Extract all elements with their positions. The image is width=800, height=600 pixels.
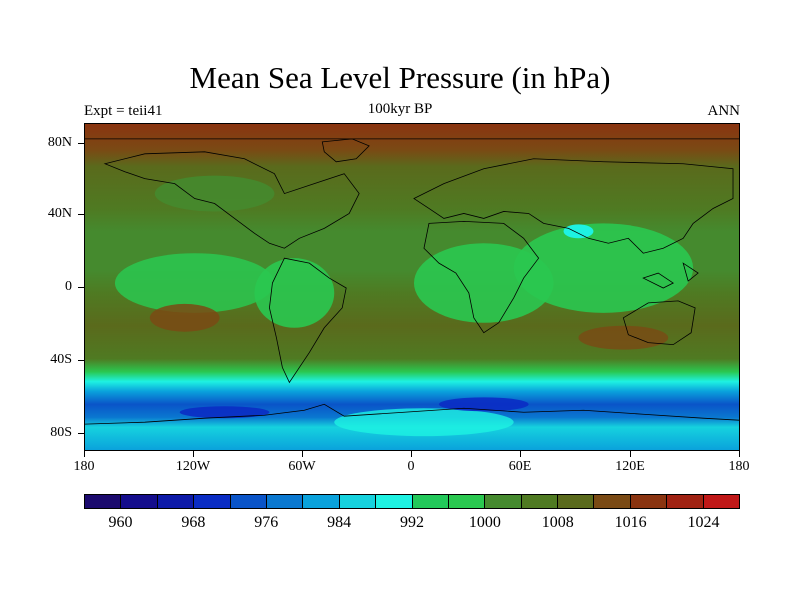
colorbar-label-976: 976 xyxy=(254,514,279,531)
lon-label-180e: 180 xyxy=(728,459,750,474)
colorbar-label-968: 968 xyxy=(181,514,206,531)
colorbar-label-1008: 1008 xyxy=(541,514,574,531)
colorbar-label-1024: 1024 xyxy=(687,514,720,531)
asia-low-zone xyxy=(513,223,694,313)
colorbar xyxy=(84,494,740,509)
tick-180w xyxy=(84,451,85,457)
colorbar-segment xyxy=(448,495,486,508)
tick-80s xyxy=(78,433,84,434)
lon-label-120w: 120W xyxy=(175,459,211,474)
colorbar-segment xyxy=(412,495,449,508)
map-title: Mean Sea Level Pressure (in hPa) xyxy=(189,60,611,95)
colorbar-segment xyxy=(303,495,340,508)
lat-label-80s: 80S xyxy=(50,425,72,440)
tick-60w xyxy=(302,451,303,457)
tick-60e xyxy=(520,451,521,457)
colorbar-label-984: 984 xyxy=(327,514,352,531)
lon-label-180w: 180 xyxy=(73,459,95,474)
lat-label-40s: 40S xyxy=(50,352,72,367)
colorbar-segment xyxy=(157,495,195,508)
tick-120e xyxy=(630,451,631,457)
colorbar-segment xyxy=(521,495,559,508)
tick-40n xyxy=(78,214,84,215)
colorbar-segment xyxy=(485,495,522,508)
coastlines xyxy=(85,138,739,425)
tick-120w xyxy=(193,451,194,457)
colorbar-label-1016: 1016 xyxy=(614,514,647,531)
tick-80n xyxy=(78,143,84,144)
map-subtitle: 100kyr BP xyxy=(367,101,433,117)
lon-label-0: 0 xyxy=(407,459,415,474)
tick-0 xyxy=(78,287,84,288)
lat-label-80n: 80N xyxy=(47,135,72,150)
season-label: ANN xyxy=(707,103,741,119)
south-pacific-high xyxy=(149,303,220,332)
colorbar-label-1000: 1000 xyxy=(468,514,501,531)
lat-label-40n: 40N xyxy=(47,206,72,221)
colorbar-segment xyxy=(703,495,740,508)
colorbar-segment xyxy=(594,495,631,508)
pacific-low-zone xyxy=(114,253,275,313)
lon-label-60e: 60E xyxy=(508,459,532,474)
colorbar-segment xyxy=(194,495,231,508)
lon-label-120e: 120E xyxy=(615,459,645,474)
southern-low-cell xyxy=(179,406,270,419)
colorbar-label-960: 960 xyxy=(108,514,133,531)
colorbar-segment xyxy=(85,495,122,508)
colorbar-segment xyxy=(376,495,413,508)
colorbar-segment xyxy=(230,495,267,508)
colorbar-segment xyxy=(121,495,158,508)
colorbar-segment xyxy=(266,495,304,508)
south-america-low-zone xyxy=(254,258,335,328)
colorbar-segment xyxy=(558,495,595,508)
pressure-map xyxy=(84,123,740,451)
lat-label-0: 0 xyxy=(65,279,72,294)
lon-label-60w: 60W xyxy=(288,459,316,474)
antarctic-low-zone xyxy=(334,408,514,437)
experiment-label: Expt = teii41 xyxy=(84,103,163,119)
colorbar-segment xyxy=(630,495,668,508)
tibet-low-cell xyxy=(563,224,594,239)
colorbar-label-992: 992 xyxy=(400,514,424,531)
tick-40s xyxy=(78,360,84,361)
colorbar-segment xyxy=(339,495,377,508)
colorbar-segment xyxy=(667,495,704,508)
southern-low-cell-2 xyxy=(438,397,529,412)
tick-0-lon xyxy=(411,451,412,457)
tick-180e xyxy=(739,451,740,457)
pressure-field xyxy=(85,124,739,450)
north-pacific-zone xyxy=(154,175,275,212)
indian-ocean-high xyxy=(578,325,669,350)
